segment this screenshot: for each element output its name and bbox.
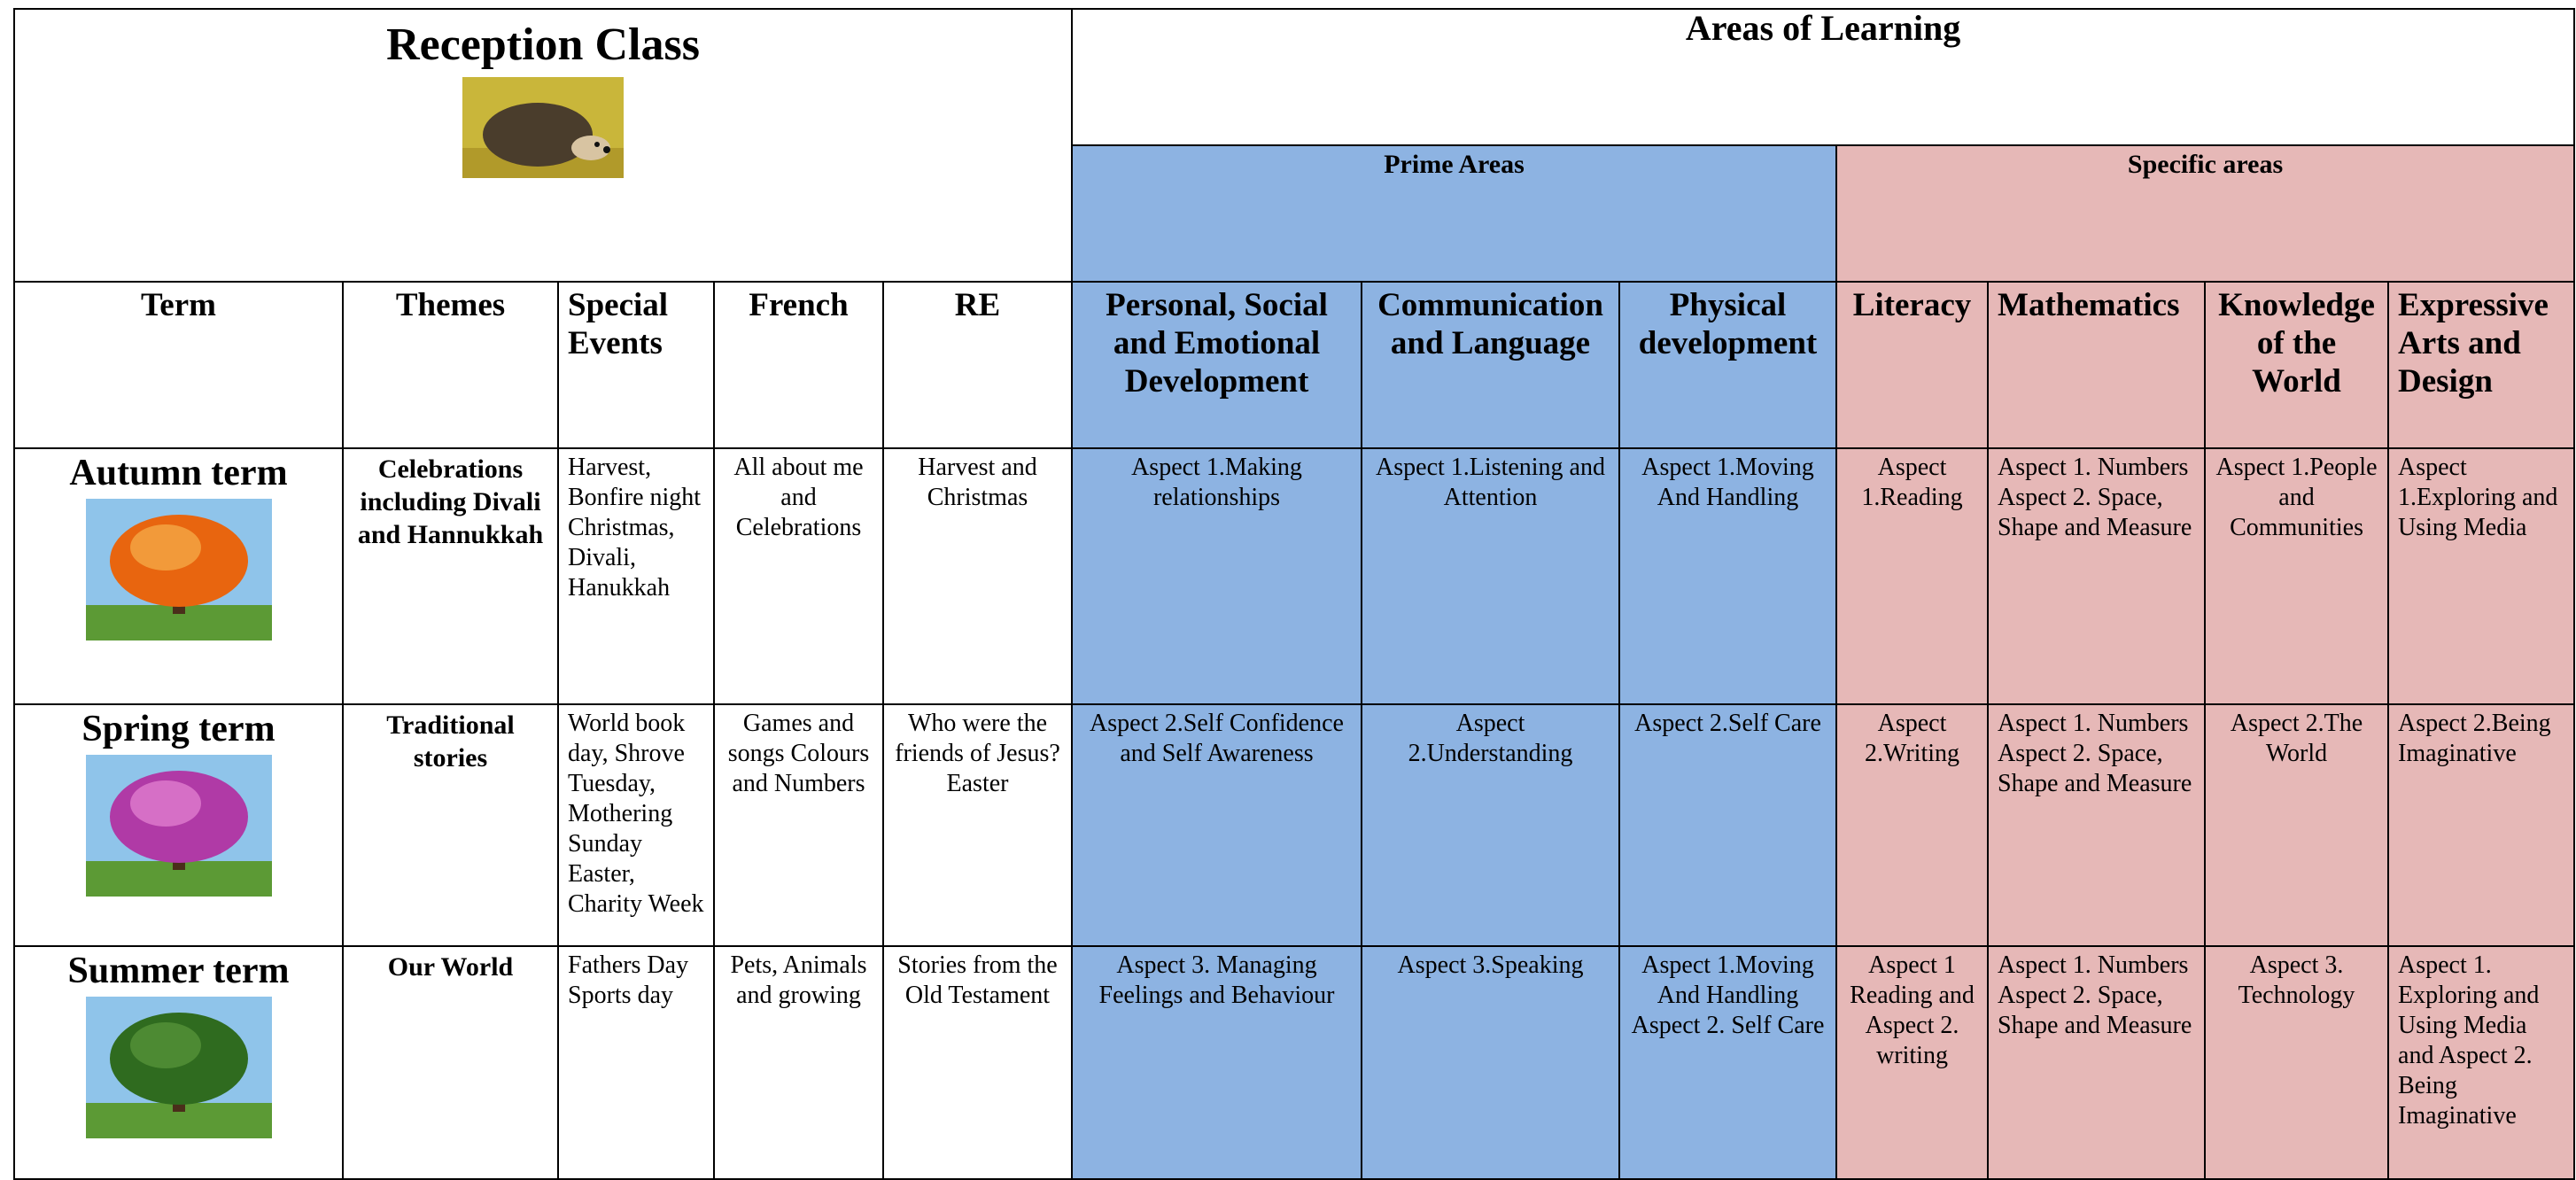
cell: Fathers Day Sports day (557, 945, 715, 1180)
term-image (85, 997, 272, 1138)
cell: Aspect 1 Reading and Aspect 2. writing (1835, 945, 1990, 1180)
prime-areas: Prime Areas (1071, 144, 1838, 283)
cell: Games and songs Colours and Numbers (713, 703, 884, 947)
term-row: Summer term Our World Fathers Day Sports d… (13, 945, 2576, 1180)
term-name: Spring term (81, 709, 275, 749)
cell: Aspect 1.Exploring and Using Media (2387, 447, 2576, 705)
column-header: Physical development (1618, 281, 1838, 449)
term-name: Summer term (67, 951, 290, 991)
column-header: Special Events (557, 281, 715, 449)
cell: Aspect 2.Understanding (1361, 703, 1621, 947)
hedgehog-image (462, 77, 624, 178)
column-header: Expressive Arts and Design (2387, 281, 2576, 449)
column-header: Knowledge of the World (2204, 281, 2390, 449)
cell: Pets, Animals and growing (713, 945, 884, 1180)
term-name: Autumn term (69, 453, 288, 493)
cell: Celebrations including Divali and Hannuk… (342, 447, 559, 705)
cell: Aspect 1.Reading (1835, 447, 1990, 705)
term-image (85, 755, 272, 897)
cell: Aspect 1. Numbers Aspect 2. Space, Shape… (1987, 703, 2207, 947)
cell: Summer term (13, 945, 344, 1180)
cell: Our World (342, 945, 559, 1180)
term-image (85, 499, 272, 640)
header-row: Term Themes Special Events French RE Personal… (13, 281, 2576, 449)
cell: Traditional stories (342, 703, 559, 947)
cell: Aspect 2.The World (2204, 703, 2390, 947)
cell: Aspect 3.Speaking (1361, 945, 1621, 1180)
cell: Aspect 1. Exploring and Using Media and … (2387, 945, 2576, 1180)
cell: Autumn term (13, 447, 344, 705)
title-cell: Reception Class (12, 8, 1074, 283)
cell: World book day, Shrove Tuesday, Motherin… (557, 703, 715, 947)
cell: Aspect 1. Numbers Aspect 2. Space, Shape… (1987, 945, 2207, 1180)
cell: Aspect 1.People and Communities (2204, 447, 2390, 705)
title: Reception Class (386, 19, 700, 70)
column-header: Personal, Social and Emotional Developme… (1071, 281, 1363, 449)
column-header: Literacy (1835, 281, 1990, 449)
cell: Harvest and Christmas (881, 447, 1074, 705)
cell: Aspect 1.Making relationships (1071, 447, 1363, 705)
cell: Harvest, Bonfire night Christmas, Divali… (557, 447, 715, 705)
term-row: Spring term Traditional stories World book… (13, 703, 2576, 947)
curriculum-table: Reception Class Areas of Learning Prime … (12, 8, 2576, 1180)
cell: Aspect 2.Self Care (1618, 703, 1838, 947)
cell: Aspect 1.Moving And Handling (1618, 447, 1838, 705)
column-header: Mathematics (1987, 281, 2207, 449)
cell: Who were the friends of Jesus? Easter (881, 703, 1074, 947)
cell: Aspect 1.Moving And Handling Aspect 2. S… (1618, 945, 1838, 1180)
cell: Aspect 1.Listening and Attention (1361, 447, 1621, 705)
cell: Aspect 2.Self Confidence and Self Awaren… (1071, 703, 1363, 947)
term-row: Autumn term Celebrations including Divali… (13, 447, 2576, 705)
column-header: Communication and Language (1361, 281, 1621, 449)
column-header: RE (881, 281, 1074, 449)
cell: Spring term (13, 703, 344, 947)
cell: Aspect 2.Being Imaginative (2387, 703, 2576, 947)
areas-title: Areas of Learning (1071, 8, 2576, 146)
cell: Stories from the Old Testament (881, 945, 1074, 1180)
cell: Aspect 3. Managing Feelings and Behaviou… (1071, 945, 1363, 1180)
column-header: French (713, 281, 884, 449)
column-header: Themes (342, 281, 559, 449)
cell: Aspect 2.Writing (1835, 703, 1990, 947)
column-header: Term (13, 281, 344, 449)
specific-areas: Specific areas (1835, 144, 2576, 283)
cell: Aspect 1. Numbers Aspect 2. Space, Shape… (1987, 447, 2207, 705)
cell: Aspect 3. Technology (2204, 945, 2390, 1180)
cell: All about me and Celebrations (713, 447, 884, 705)
